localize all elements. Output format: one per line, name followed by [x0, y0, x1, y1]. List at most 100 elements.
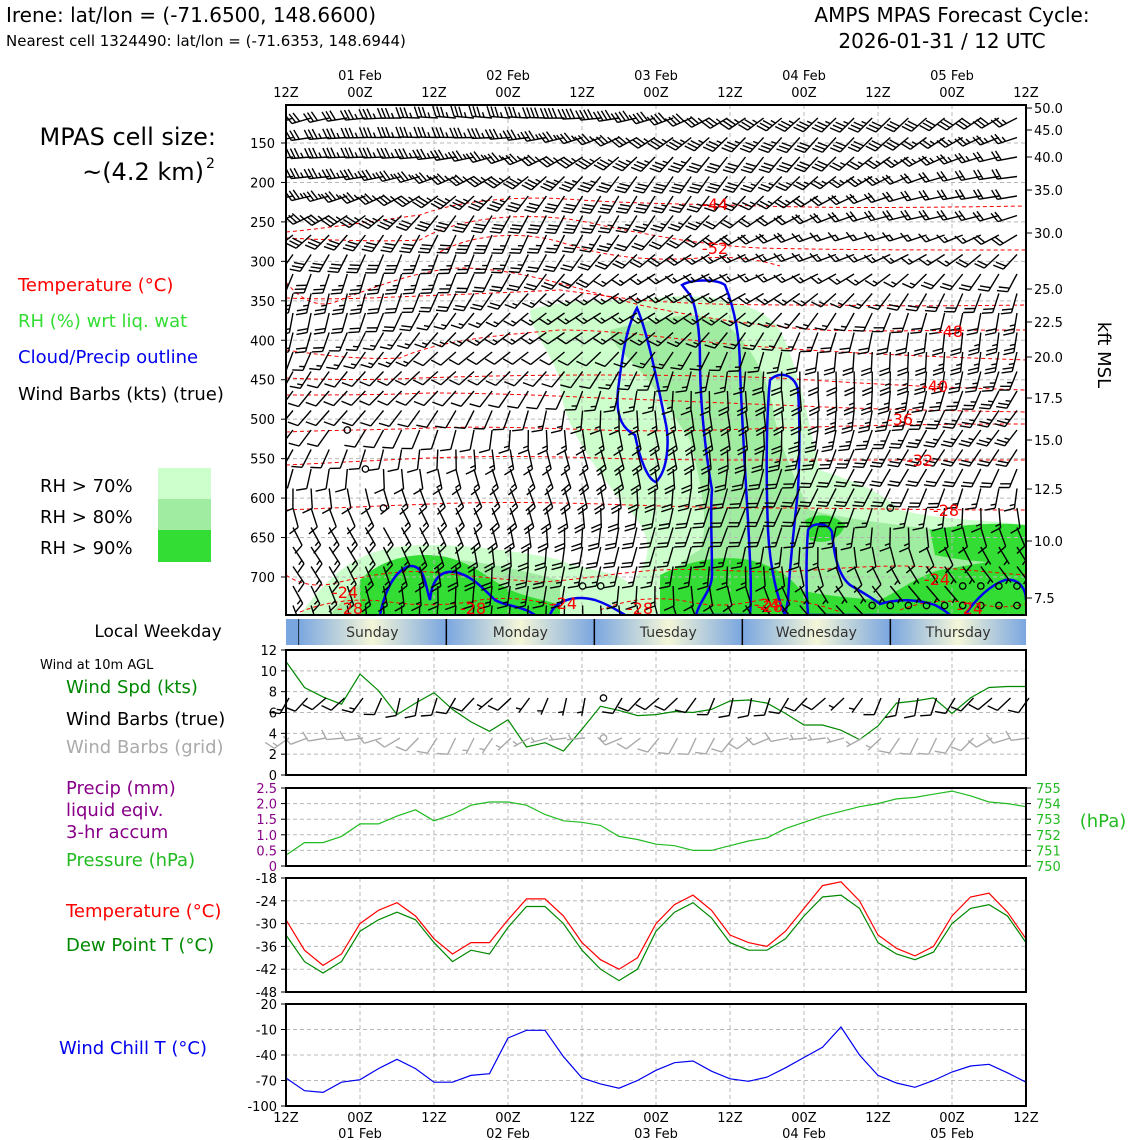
upper-wind-barb: [958, 527, 968, 554]
barb-full: [574, 337, 585, 345]
barb-half: [730, 343, 737, 347]
upper-wind-barb: [853, 566, 863, 593]
barb-full: [940, 209, 948, 220]
barb-staff: [907, 546, 916, 567]
upper-wind-barb: [776, 137, 801, 154]
barb-full: [577, 266, 589, 271]
upper-wind-barb: [393, 195, 421, 208]
upper-wind-barb: [788, 546, 801, 571]
upper-wind-barb: [936, 136, 964, 148]
barb-full: [871, 447, 883, 450]
barb-full: [942, 426, 954, 429]
barb-full: [381, 584, 391, 593]
barb-full: [433, 174, 442, 184]
barb-half: [995, 523, 1001, 527]
barb-full: [420, 148, 427, 159]
upper-wind-barb: [399, 488, 409, 515]
upper-wind-barb: [613, 351, 638, 368]
upper-wind-barb: [395, 126, 420, 139]
barb-full: [925, 119, 936, 127]
barb-half: [678, 222, 684, 226]
barb-full: [521, 546, 532, 554]
barb-full: [693, 522, 705, 525]
upper-wind-barb: [675, 371, 692, 393]
upper-wind-barb: [731, 468, 747, 492]
upper-wind-barb: [544, 468, 554, 496]
calm-circle: [379, 504, 388, 512]
upper-wind-barb: [611, 331, 638, 346]
barb-half: [632, 425, 639, 430]
barb-staff: [328, 507, 337, 527]
barb-full: [727, 162, 739, 168]
barb-full: [530, 107, 536, 118]
barb-full: [433, 150, 441, 160]
upper-wind-barb: [292, 351, 312, 371]
barb-full: [528, 248, 540, 251]
barb-half: [499, 245, 506, 247]
barb-half: [902, 382, 908, 386]
barb-staff: [928, 117, 946, 132]
upper-wind-barb: [610, 110, 638, 124]
barb-full: [667, 448, 678, 457]
barb-full: [399, 126, 405, 138]
barb-full: [649, 445, 659, 453]
barb-half: [450, 601, 456, 605]
barb-half: [846, 542, 852, 546]
barb-full: [328, 215, 338, 223]
barb-full: [761, 165, 772, 171]
barb-full: [323, 421, 335, 427]
upper-wind-barb: [795, 312, 819, 330]
barb-full: [325, 168, 333, 179]
barb-full: [755, 297, 766, 305]
upper-wind-barb: [874, 410, 891, 433]
barb-full: [616, 186, 628, 191]
upper-wind-barb: [636, 371, 656, 391]
barb-half: [564, 299, 571, 304]
barb-staff: [1016, 507, 1021, 528]
upper-wind-barb: [507, 390, 529, 409]
barb-full: [550, 605, 562, 609]
barb-full: [925, 480, 937, 484]
barb-full: [890, 443, 902, 446]
barb-full: [453, 127, 459, 139]
upper-wind-barb: [323, 234, 348, 251]
barb-full: [720, 449, 731, 456]
barb-staff: [617, 507, 620, 529]
barb-full: [861, 406, 872, 412]
barb-full: [420, 544, 430, 554]
upper-wind-barb: [379, 504, 388, 512]
upper-wind-barb: [656, 546, 674, 568]
upper-wind-barb: [430, 351, 457, 366]
barb-half: [774, 562, 780, 565]
barb-full: [365, 330, 377, 333]
barb-full: [658, 522, 670, 527]
upper-wind-barb: [559, 488, 571, 515]
barb-half: [854, 279, 860, 284]
barb-full: [510, 267, 522, 270]
barb-full: [551, 562, 563, 567]
barb-half: [367, 580, 373, 586]
upper-wind-barb: [682, 116, 710, 128]
barb-full: [650, 257, 661, 265]
barb-full: [996, 419, 1008, 425]
barb-staff: [310, 488, 313, 509]
barb-full: [420, 306, 432, 309]
upper-wind-barb: [585, 566, 602, 589]
barb-full: [863, 254, 873, 264]
barb-full: [454, 174, 464, 183]
barb-half: [510, 320, 517, 324]
upper-wind-barb: [908, 488, 928, 508]
upper-wind-barb: [515, 566, 529, 590]
barb-full: [669, 209, 680, 214]
barb-full: [804, 449, 816, 454]
barb-full: [630, 484, 641, 492]
upper-wind-barb: [717, 449, 729, 475]
barb-full: [887, 464, 899, 468]
barb-full: [491, 152, 500, 162]
barb-staff: [778, 697, 790, 714]
barb-staff: [426, 737, 438, 754]
barb-full: [451, 176, 461, 185]
upper-wind-barb: [598, 371, 620, 390]
barb-full: [504, 106, 509, 118]
barb-half: [493, 321, 499, 325]
